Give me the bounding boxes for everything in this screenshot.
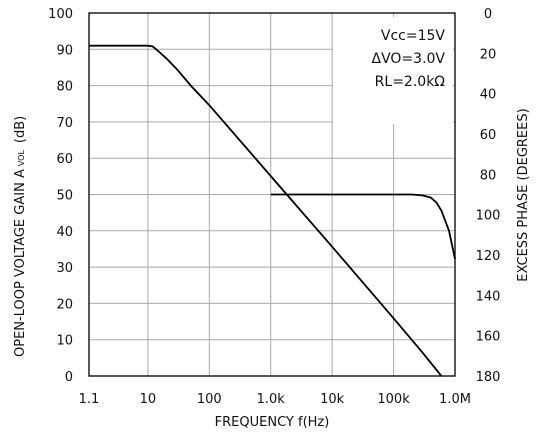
x-tick-label-3: 1.0k bbox=[257, 392, 286, 407]
y-tick-label-10: 100 bbox=[48, 7, 73, 22]
y2-tick-label-8: 160 bbox=[476, 330, 501, 345]
y-tick-label-0: 0 bbox=[65, 370, 73, 385]
y-tick-label-4: 40 bbox=[56, 225, 73, 240]
y2-tick-label-6: 120 bbox=[476, 249, 501, 264]
y2-tick-label-5: 100 bbox=[476, 209, 501, 224]
x-tick-label-4: 10k bbox=[320, 392, 345, 407]
y2-tick-label-7: 140 bbox=[476, 289, 501, 304]
x-tick-label-5: 100k bbox=[377, 392, 410, 407]
y-tick-label-1: 10 bbox=[56, 334, 73, 349]
annotation-rl: RL=2.0kΩ bbox=[375, 74, 446, 90]
y2-tick-label-2: 40 bbox=[480, 88, 497, 103]
phase-line-1 bbox=[270, 193, 456, 260]
y-axis-title-subscript: VOL bbox=[17, 150, 26, 167]
plot-frame bbox=[88, 12, 456, 377]
x-tick-label-6: 1.0M bbox=[439, 392, 471, 407]
y2-axis-title: EXCESS PHASE (DEGREES) bbox=[516, 108, 531, 281]
annotation-box bbox=[333, 17, 453, 124]
y-axis-title-unit: (dB) bbox=[13, 116, 28, 143]
y-axis-title: OPEN-LOOP VOLTAGE GAIN A VOL (dB) bbox=[13, 116, 28, 357]
y2-tick-label-4: 80 bbox=[480, 168, 497, 183]
y-axis-title-main: OPEN-LOOP VOLTAGE GAIN A bbox=[13, 169, 28, 357]
y-tick-label-3: 30 bbox=[56, 261, 73, 276]
y2-axis-ticks: 0 20 40 60 80 100 120 140 160 180 bbox=[476, 7, 501, 385]
y2-tick-label-0: 0 bbox=[484, 7, 492, 22]
annotation-vcc: Vcc=15V bbox=[381, 28, 446, 44]
y-tick-label-5: 50 bbox=[56, 189, 73, 204]
y2-tick-label-1: 20 bbox=[480, 47, 497, 62]
annotation-delta-vo: ΔVO=3.0V bbox=[372, 51, 446, 67]
y-tick-label-8: 80 bbox=[56, 80, 73, 95]
y-tick-label-7: 70 bbox=[56, 116, 73, 131]
y2-tick-label-9: 180 bbox=[476, 370, 501, 385]
y-tick-label-6: 60 bbox=[56, 152, 73, 167]
x-tick-label-1: 10 bbox=[140, 392, 157, 407]
y-tick-label-2: 20 bbox=[56, 297, 73, 312]
x-tick-label-0: 1.1 bbox=[79, 392, 100, 407]
x-tick-label-2: 100 bbox=[197, 392, 222, 407]
gain-line-0 bbox=[89, 44, 443, 377]
y-tick-label-9: 90 bbox=[56, 43, 73, 58]
y-axis-ticks: 0 10 20 30 40 50 60 70 80 90 100 bbox=[48, 7, 73, 385]
series-group bbox=[89, 44, 456, 377]
x-axis-title: FREQUENCY f(Hz) bbox=[215, 415, 330, 430]
x-axis-ticks: 1.1 10 100 1.0k 10k 100k 1.0M bbox=[79, 392, 471, 407]
y2-tick-label-3: 60 bbox=[480, 128, 497, 143]
